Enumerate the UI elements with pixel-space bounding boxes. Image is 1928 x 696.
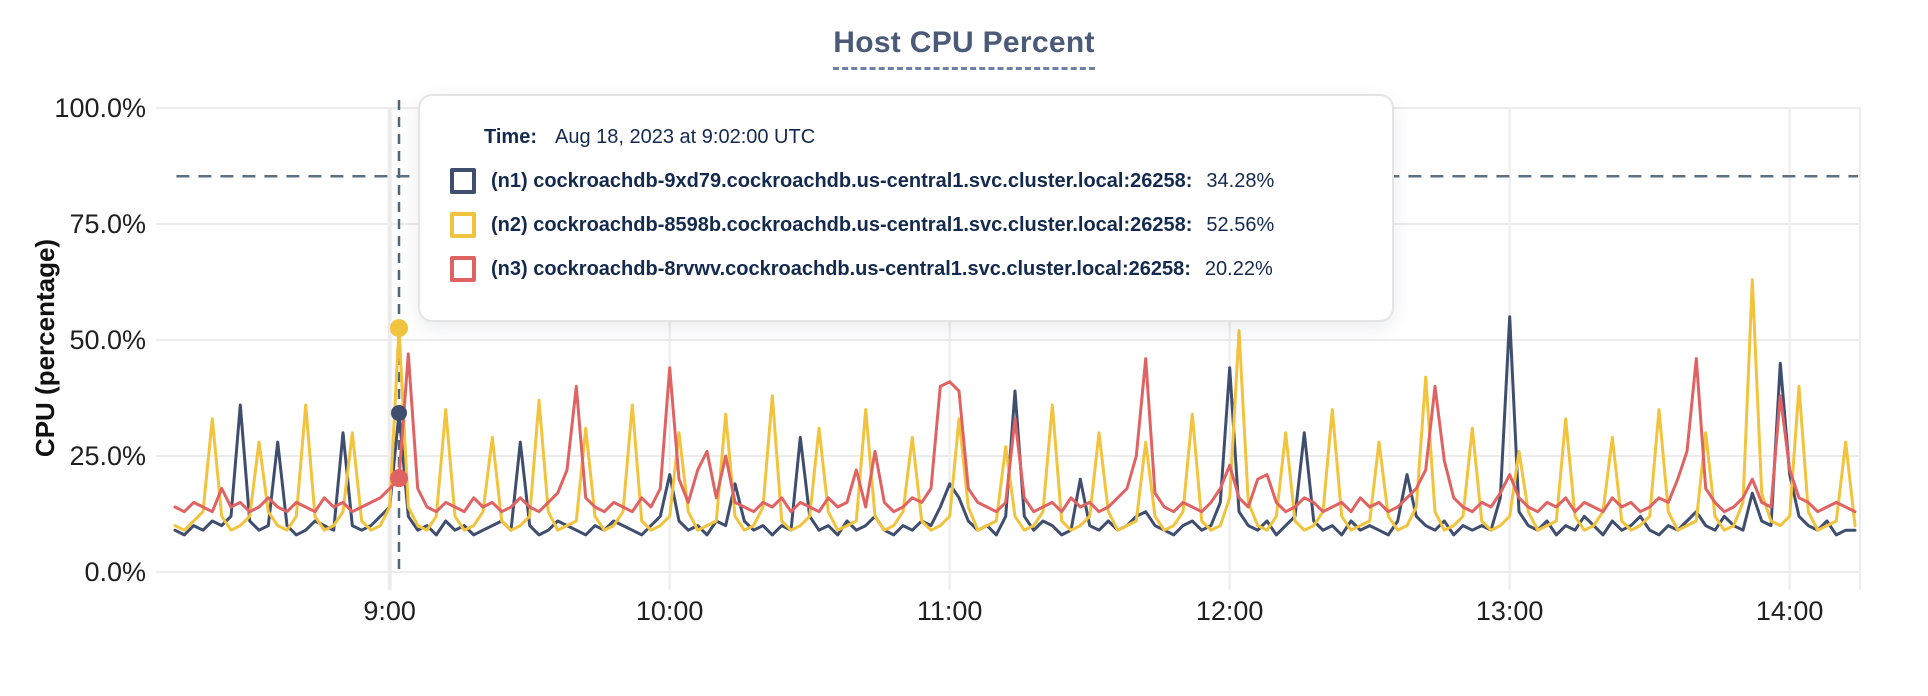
crosshair-dot-n3 bbox=[390, 469, 408, 488]
y-tick-label: 50.0% bbox=[69, 325, 146, 355]
x-tick-label: 12:00 bbox=[1196, 596, 1264, 626]
tooltip-series-row-n1: (n1) cockroachdb-9xd79.cockroachdb.us-ce… bbox=[450, 166, 1362, 196]
series-value-n3: 20.22% bbox=[1204, 258, 1273, 280]
series-swatch-n3 bbox=[450, 256, 476, 282]
tooltip-time-value: Aug 18, 2023 at 9:02:00 UTC bbox=[554, 126, 816, 148]
x-tick-label: 9:00 bbox=[363, 596, 416, 626]
series-lines bbox=[173, 278, 1857, 537]
crosshair-dot-n2 bbox=[390, 319, 408, 338]
x-tick-label: 11:00 bbox=[917, 596, 983, 626]
series-label-n1: (n1) cockroachdb-9xd79.cockroachdb.us-ce… bbox=[491, 170, 1193, 192]
series-value-n1: 34.28% bbox=[1206, 170, 1275, 192]
series-label-n2: (n2) cockroachdb-8598b.cockroachdb.us-ce… bbox=[491, 214, 1193, 236]
series-label-n3: (n3) cockroachdb-8rvwv.cockroachdb.us-ce… bbox=[491, 258, 1191, 280]
series-line-n2 bbox=[173, 278, 1857, 532]
y-tick-label: 75.0% bbox=[69, 209, 146, 239]
tooltip-time-row: Time: Aug 18, 2023 at 9:02:00 UTC bbox=[450, 122, 1362, 152]
x-tick-label: 14:00 bbox=[1756, 596, 1824, 626]
y-tick-label: 0.0% bbox=[84, 557, 146, 587]
tooltip-series-row-n2: (n2) cockroachdb-8598b.cockroachdb.us-ce… bbox=[450, 210, 1362, 240]
series-line-n3 bbox=[173, 352, 1857, 514]
axis-labels: 100.0% 75.0% 50.0% 25.0% 0.0% 9:00 10:00 11:00 1… bbox=[54, 93, 1823, 626]
series-line-n1 bbox=[173, 315, 1857, 537]
crosshair-dots bbox=[390, 319, 408, 488]
tooltip-series-row-n3: (n3) cockroachdb-8rvwv.cockroachdb.us-ce… bbox=[450, 254, 1362, 284]
x-tick-label: 10:00 bbox=[636, 596, 704, 626]
tooltip-time-label: Time: bbox=[484, 126, 537, 148]
chart-header: Host CPU Percent bbox=[0, 26, 1928, 70]
x-tick-label: 13:00 bbox=[1476, 596, 1544, 626]
page-title: Host CPU Percent bbox=[833, 26, 1095, 70]
y-tick-label: 100.0% bbox=[54, 93, 146, 123]
series-value-n2: 52.56% bbox=[1206, 214, 1275, 236]
series-swatch-n1 bbox=[450, 168, 476, 194]
y-axis-title: CPU (percentage) bbox=[30, 239, 60, 457]
crosshair-dot-n1 bbox=[391, 404, 407, 421]
series-swatch-n2 bbox=[450, 212, 476, 238]
y-tick-label: 25.0% bbox=[69, 441, 146, 471]
chart-tooltip: Time: Aug 18, 2023 at 9:02:00 UTC (n1) co… bbox=[418, 94, 1394, 322]
